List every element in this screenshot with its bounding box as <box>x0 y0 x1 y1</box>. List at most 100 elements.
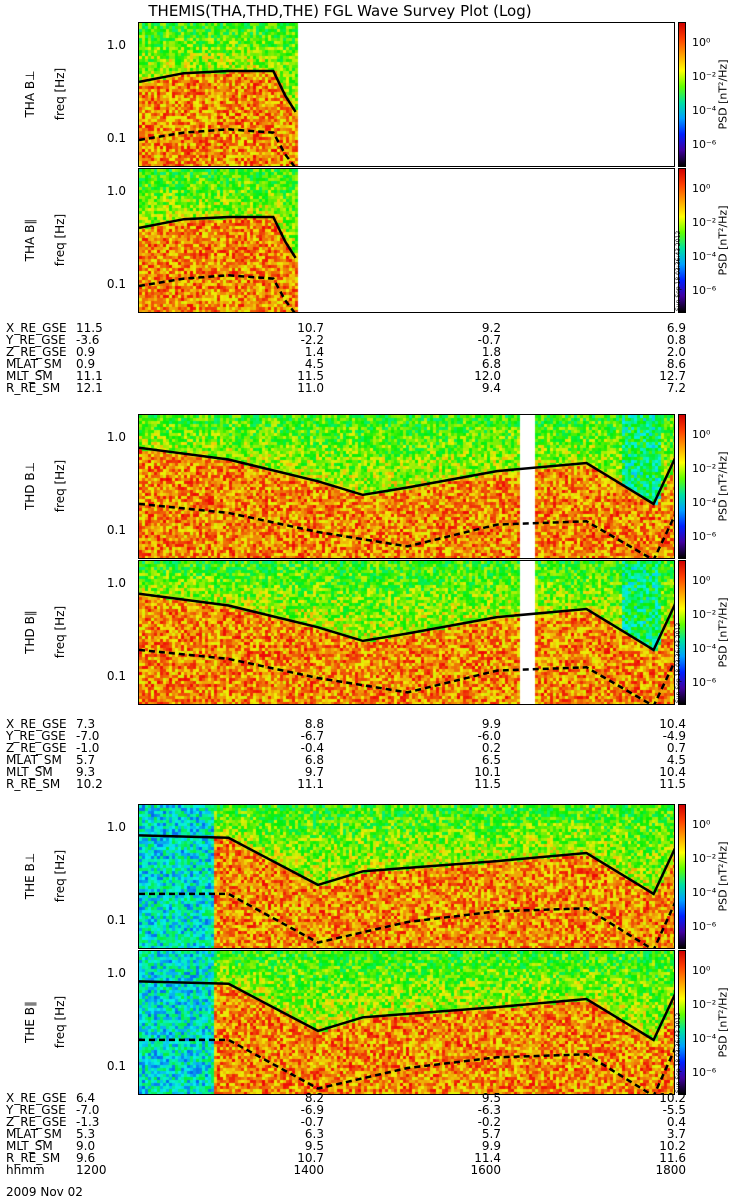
spectrogram-image <box>139 169 674 312</box>
colorbar-tick-label: 10⁻⁶ <box>692 676 717 689</box>
y-tick-label: 1.0 <box>106 429 126 444</box>
ephemeris-value: 2.0 <box>666 345 686 359</box>
ephemeris-label: X_RE_GSE <box>6 717 67 731</box>
ephemeris-value: 6.8 <box>304 753 324 767</box>
y-tick-label: 0.1 <box>106 276 126 291</box>
line-overlay <box>139 980 674 1094</box>
ephemeris-value: 8.8 <box>304 717 324 731</box>
spectrogram-image <box>139 23 674 166</box>
lower-frequency-line <box>139 892 674 948</box>
ephemeris-label: Z_RE_GSE <box>6 345 67 359</box>
ephemeris-value: 11.5 <box>659 777 686 791</box>
lower-frequency-line <box>139 274 296 312</box>
colorbar-tick-label: 10⁻² <box>692 608 717 621</box>
ephemeris-value: 12.1 <box>76 381 103 395</box>
ephemeris-value: -6.9 <box>300 1103 324 1117</box>
upper-frequency-line <box>139 834 674 896</box>
colorbar-tick-label: 10⁻² <box>692 998 717 1011</box>
y-axis-label: freq [Hz] <box>53 849 67 902</box>
ephemeris-value: 8.2 <box>304 1091 324 1105</box>
colorbar <box>678 804 686 949</box>
ephemeris-value: 10.7 <box>297 321 324 335</box>
line-overlay <box>139 592 674 704</box>
y-tick-label: 1.0 <box>106 37 126 52</box>
ephemeris-value: 11.4 <box>474 1151 501 1165</box>
ephemeris-label: MLAT_SM <box>6 753 62 767</box>
colorbar-tick-label: 10⁰ <box>692 36 711 49</box>
colorbar-label: PSD [nT²/Hz] <box>716 840 730 912</box>
ephemeris-value: 12.0 <box>474 369 501 383</box>
y-tick-label: 1.0 <box>106 183 126 198</box>
y-tick-label: 0.1 <box>106 130 126 145</box>
ephemeris-value: 1.4 <box>304 345 324 359</box>
ephemeris-value: -0.7 <box>300 1115 324 1129</box>
line-overlay <box>139 446 674 558</box>
colorbar <box>678 414 686 559</box>
ephemeris-value: -0.2 <box>477 1115 501 1129</box>
ephemeris-label: Z_RE_GSE <box>6 1115 67 1129</box>
ephemeris-value: 10.4 <box>659 717 686 731</box>
spectrogram-image <box>139 805 674 948</box>
ephemeris-value: 0.9 <box>76 345 96 359</box>
series-label: THA B∥ <box>23 218 37 261</box>
ephemeris-value: -1.0 <box>76 741 100 755</box>
ephemeris-value: 11.1 <box>76 369 103 383</box>
ephemeris-value: 11.5 <box>297 369 324 383</box>
ephemeris-value: 10.2 <box>76 777 103 791</box>
ephemeris-value: 9.5 <box>304 1139 324 1153</box>
series-label: THD B⊥ <box>23 461 37 510</box>
ephemeris-value: 0.8 <box>666 333 686 347</box>
ephemeris-value: 1600 <box>470 1163 501 1177</box>
ephemeris-label: MLAT_SM <box>6 357 62 371</box>
ephemeris-label: Y_RE_GSE <box>6 1103 66 1117</box>
ephemeris-value: 9.6 <box>76 1151 96 1165</box>
colorbar-tick-label: 10⁻⁶ <box>692 284 717 297</box>
colorbar-tick-label: 10⁰ <box>692 574 711 587</box>
ephemeris-label: R_RE_SM <box>6 381 61 395</box>
ephemeris-value: 6.4 <box>76 1091 96 1105</box>
ephemeris-value: 10.1 <box>474 765 501 779</box>
chart-title: THEMIS(THA,THD,THE) FGL Wave Survey Plot… <box>148 2 532 20</box>
colorbar <box>678 168 686 313</box>
spectrogram-panel <box>138 22 675 167</box>
colorbar-tick-label: 10⁻⁶ <box>692 920 717 933</box>
spectrogram-panel <box>138 168 675 313</box>
ephemeris-value: 11.1 <box>297 777 324 791</box>
ephemeris-value: -3.6 <box>76 333 100 347</box>
series-label: THE B∥ <box>23 1000 37 1043</box>
ephemeris-value: 6.8 <box>481 357 501 371</box>
ephemeris-value: 3.7 <box>666 1127 686 1141</box>
ephemeris-value: -7.0 <box>76 1103 100 1117</box>
ephemeris-value: 12.7 <box>659 369 686 383</box>
timestamp-stamp: Sun Sep 18 03:36:43 2012 <box>675 622 682 703</box>
y-tick-label: 1.0 <box>106 575 126 590</box>
ephemeris-label: R_RE_SM <box>6 1151 61 1165</box>
spectrogram-panel <box>138 414 675 559</box>
colorbar-tick-label: 10⁻⁴ <box>692 104 717 117</box>
upper-frequency-line <box>139 446 674 506</box>
ephemeris-value: 1800 <box>655 1163 686 1177</box>
ephemeris-label: Z_RE_GSE <box>6 741 67 755</box>
ephemeris-value: 7.3 <box>76 717 96 731</box>
ephemeris-value: 11.6 <box>659 1151 686 1165</box>
upper-frequency-line <box>139 980 674 1042</box>
lower-frequency-line <box>139 1038 674 1094</box>
ephemeris-value: 9.0 <box>76 1139 96 1153</box>
line-overlay <box>139 215 297 312</box>
ephemeris-value: 7.2 <box>666 381 686 395</box>
spectrogram-panel <box>138 950 675 1095</box>
ephemeris-value: 5.3 <box>76 1127 96 1141</box>
ephemeris-value: 9.4 <box>481 381 501 395</box>
colorbar-tick-label: 10⁻⁴ <box>692 250 717 263</box>
colorbar-tick-label: 10⁻² <box>692 462 717 475</box>
ephemeris-value: 1.8 <box>481 345 501 359</box>
colorbar <box>678 22 686 167</box>
colorbar-tick-label: 10⁻⁴ <box>692 642 717 655</box>
upper-frequency-line <box>139 592 674 652</box>
ephemeris-value: 5.7 <box>481 1127 501 1141</box>
y-axis-label: freq [Hz] <box>53 213 67 266</box>
colorbar <box>678 950 686 1095</box>
ephemeris-value: -1.3 <box>76 1115 100 1129</box>
colorbar-tick-label: 10⁻⁴ <box>692 1032 717 1045</box>
colorbar-tick-label: 10⁻² <box>692 852 717 865</box>
